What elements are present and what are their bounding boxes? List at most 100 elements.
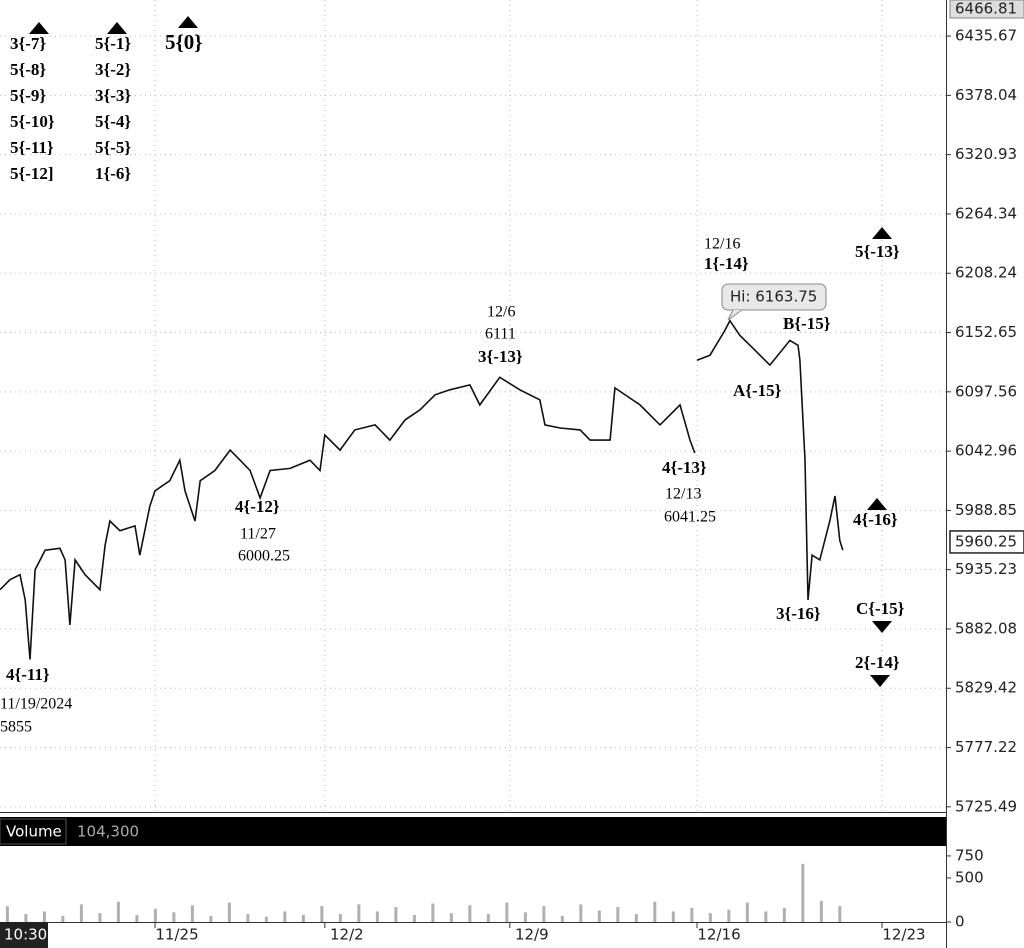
volume-header xyxy=(0,817,946,846)
volume-bar xyxy=(690,907,694,922)
volume-title-box xyxy=(0,818,67,845)
volume-bar xyxy=(505,902,509,922)
y-tick-label: 6097.56 xyxy=(955,382,1017,400)
last-price-label: 5960.25 xyxy=(955,532,1017,550)
annotation: 12/16 xyxy=(704,236,740,253)
up-marker xyxy=(178,16,198,28)
y-tick-label: 5935.23 xyxy=(955,560,1017,578)
wave-label: C{-15} xyxy=(856,599,905,618)
price-line xyxy=(696,319,844,600)
volume-bar xyxy=(523,912,527,922)
wave-label: 3{-7} xyxy=(10,34,46,53)
volume-bar xyxy=(431,903,435,922)
volume-bar xyxy=(727,909,731,922)
volume-bar xyxy=(597,910,601,922)
volume-bar xyxy=(246,914,250,922)
x-tick-label: 12/23 xyxy=(882,926,925,944)
volume-bar xyxy=(449,913,453,922)
x-tick-label: 12/9 xyxy=(515,926,549,944)
volume-readout: 104,300 xyxy=(77,823,139,841)
up-marker xyxy=(867,498,887,510)
y-tick-label: 6152.65 xyxy=(955,323,1017,341)
volume-bar xyxy=(24,914,28,922)
volume-bar xyxy=(412,914,416,922)
wave-label: 5{-9} xyxy=(10,86,46,105)
volume-bar xyxy=(320,906,324,922)
y-tick-label: 500 xyxy=(955,868,984,886)
y-tick-label: 6042.96 xyxy=(955,442,1017,460)
up-marker xyxy=(872,227,892,239)
wave-label: 5{-13} xyxy=(855,242,900,261)
wave-label: 3{-3} xyxy=(95,86,131,105)
volume-bar xyxy=(264,916,268,922)
up-marker xyxy=(29,22,49,34)
wave-label: 5{-11} xyxy=(10,138,54,157)
volume-bar xyxy=(209,915,213,922)
wave-label: 4{-11} xyxy=(6,665,50,684)
wave-label: 4{-16} xyxy=(853,510,898,529)
top-price-box xyxy=(949,0,1024,19)
annotation: 6111 xyxy=(485,326,516,343)
wave-label: 1{-6} xyxy=(95,164,131,183)
volume-bar xyxy=(227,902,231,922)
volume-bar xyxy=(116,901,120,922)
volume-bar xyxy=(634,914,638,922)
y-tick-label: 5882.08 xyxy=(955,619,1017,637)
volume-bar xyxy=(819,900,823,922)
volume-bar xyxy=(375,911,379,922)
volume-bar xyxy=(61,915,65,922)
wave-label: 3{-2} xyxy=(95,60,131,79)
volume-bar xyxy=(782,907,786,922)
top-price-label: 6466.81 xyxy=(955,0,1017,18)
volume-bar xyxy=(42,911,46,922)
volume-bar xyxy=(135,914,139,922)
last-price-box xyxy=(949,530,1024,554)
volume-bar xyxy=(764,911,768,922)
y-tick-label: 6378.04 xyxy=(955,86,1017,104)
wave-label: A{-15} xyxy=(733,381,782,400)
volume-bar xyxy=(542,906,546,922)
annotation: 6000.25 xyxy=(238,548,290,565)
volume-bar xyxy=(190,905,194,922)
x-tick-label: 12/16 xyxy=(697,926,740,944)
volume-bar xyxy=(301,914,305,922)
volume-title: Volume xyxy=(6,823,62,841)
wave-label: 5{0} xyxy=(165,30,203,54)
x-tick-label: 12/2 xyxy=(330,926,364,944)
wave-label: 5{-5} xyxy=(95,138,131,157)
y-tick-label: 5988.85 xyxy=(955,501,1017,519)
volume-bar xyxy=(653,901,657,922)
volume-bar xyxy=(616,907,620,922)
wave-label: 5{-12] xyxy=(10,164,54,183)
wave-label: 3{-16} xyxy=(776,604,821,623)
y-tick-label: 5829.42 xyxy=(955,679,1017,697)
wave-label: 5{-1} xyxy=(95,34,131,53)
volume-bar xyxy=(394,907,398,922)
annotation: 11/27 xyxy=(240,526,276,543)
wave-label: 4{-12} xyxy=(235,497,280,516)
y-tick-label: 0 xyxy=(955,913,965,931)
annotation: 5855 xyxy=(0,719,32,736)
wave-label: 5{-10} xyxy=(10,112,55,131)
wave-label: 3{-13} xyxy=(478,347,523,366)
y-tick-label: 6264.34 xyxy=(955,204,1017,222)
wave-label: 4{-13} xyxy=(662,458,707,477)
volume-bar xyxy=(98,913,102,922)
y-tick-label: 6435.67 xyxy=(955,27,1017,45)
x-tick-label: 11/25 xyxy=(155,926,198,944)
price-line xyxy=(0,376,696,660)
up-marker xyxy=(107,22,127,34)
volume-bar xyxy=(153,908,157,922)
volume-bar xyxy=(283,911,287,922)
cursor-time: 10:30 xyxy=(4,926,47,944)
volume-bar xyxy=(5,906,9,922)
volume-bar xyxy=(486,914,490,922)
volume-bar xyxy=(560,915,564,922)
volume-bar xyxy=(708,913,712,922)
annotation: 12/13 xyxy=(665,486,701,503)
wave-label: 1{-14} xyxy=(704,254,749,273)
annotation: 12/6 xyxy=(487,304,515,321)
volume-bar xyxy=(579,904,583,922)
y-tick-label: 5777.22 xyxy=(955,738,1017,756)
